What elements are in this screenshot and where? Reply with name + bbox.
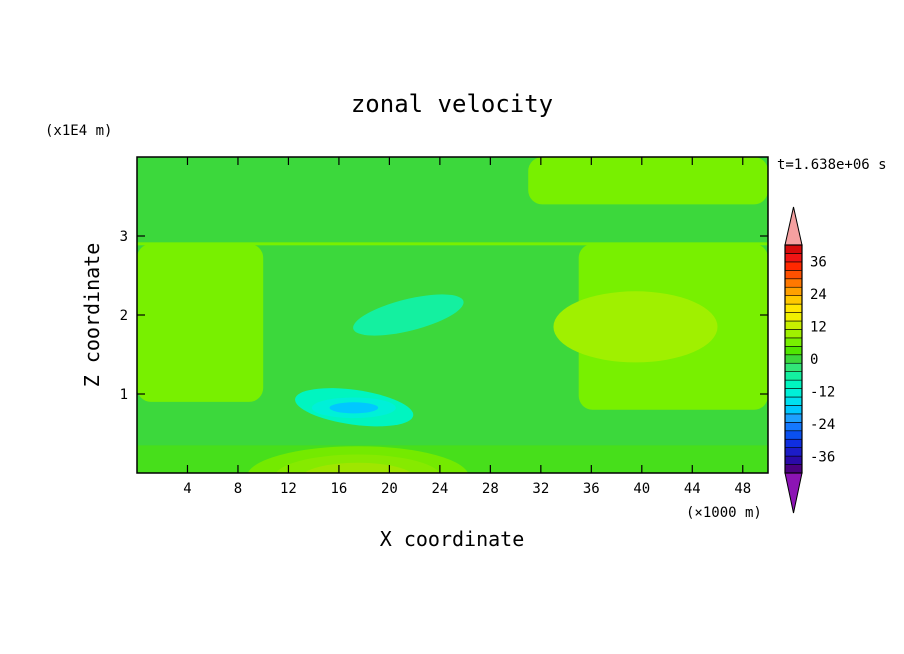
time-label: t=1.638e+06 s <box>777 157 887 173</box>
colorbar-over-arrow <box>784 206 803 246</box>
colorbar-segment <box>784 303 803 313</box>
colorbar-segment <box>784 455 803 465</box>
x-tick-label: 32 <box>532 481 549 497</box>
low-jet-ring-inner <box>329 402 379 414</box>
colorbar-segment <box>784 371 803 381</box>
x-tick-label: 8 <box>234 481 242 497</box>
upper-shear-line <box>137 242 768 246</box>
colorbar-segment <box>784 329 803 339</box>
colorbar-segment <box>784 354 803 364</box>
colorbar-segment <box>784 320 803 330</box>
x-axis-label: X coordinate <box>380 527 525 551</box>
colorbar-segment <box>784 362 803 372</box>
chart-title: zonal velocity <box>351 90 553 118</box>
colorbar-frame <box>784 244 803 474</box>
colorbar-segment <box>784 464 803 474</box>
colorbar-tick-label: 24 <box>810 287 827 303</box>
x-tick-label: 48 <box>734 481 751 497</box>
y-tick-label: 3 <box>120 229 128 245</box>
colorbar-segment <box>784 438 803 448</box>
colorbar-segment <box>784 286 803 296</box>
colorbar-tick-label: 12 <box>810 319 827 335</box>
colorbar-tick-label: 36 <box>810 254 827 270</box>
x-tick-label: 12 <box>280 481 297 497</box>
x-tick-label: 24 <box>431 481 448 497</box>
colorbar-segment <box>784 261 803 271</box>
colorbar-segment <box>784 278 803 288</box>
colorbar-segment <box>784 312 803 322</box>
mid-upper-right-patch <box>553 291 718 363</box>
colorbar-segment <box>784 422 803 432</box>
x-tick-label: 20 <box>381 481 398 497</box>
colorbar-segment <box>784 413 803 423</box>
x-unit-label: (×1000 m) <box>686 505 762 521</box>
x-tick-label: 16 <box>330 481 347 497</box>
contour-field <box>137 157 768 473</box>
upper-right-band <box>528 157 768 205</box>
colorbar: 36 24 12 0 -12 -24 -36 <box>784 206 835 514</box>
colorbar-tick-label: 0 <box>810 352 818 368</box>
colorbar-segment <box>784 244 803 254</box>
colorbar-tick-label: -12 <box>810 385 835 401</box>
colorbar-segment <box>784 295 803 305</box>
y-unit-label: (x1E4 m) <box>45 123 112 139</box>
colorbar-under-arrow <box>784 472 803 514</box>
x-tick-label: 44 <box>684 481 701 497</box>
colorbar-segment <box>784 253 803 263</box>
colorbar-segment <box>784 447 803 457</box>
colorbar-segment <box>784 396 803 406</box>
y-tick-label: 1 <box>120 387 128 403</box>
central-minimum <box>353 294 464 336</box>
colorbar-segment <box>784 270 803 280</box>
y-tick-label: 2 <box>120 308 128 324</box>
colorbar-segment <box>784 388 803 398</box>
y-axis-label: Z coordinate <box>80 243 104 388</box>
x-tick-label: 40 <box>633 481 650 497</box>
colorbar-segment <box>784 405 803 415</box>
colorbar-tick-label: -24 <box>810 417 835 433</box>
colorbar-segment <box>784 379 803 389</box>
colorbar-segment <box>784 346 803 356</box>
x-tick-label: 28 <box>482 481 499 497</box>
mid-left-band <box>137 243 264 402</box>
colorbar-segment <box>784 337 803 347</box>
colorbar-tick-label: -36 <box>810 450 835 466</box>
colorbar-segment <box>784 430 803 440</box>
lower-mixed-layer <box>137 445 768 473</box>
x-tick-label: 36 <box>583 481 600 497</box>
x-tick-label: 4 <box>183 481 191 497</box>
